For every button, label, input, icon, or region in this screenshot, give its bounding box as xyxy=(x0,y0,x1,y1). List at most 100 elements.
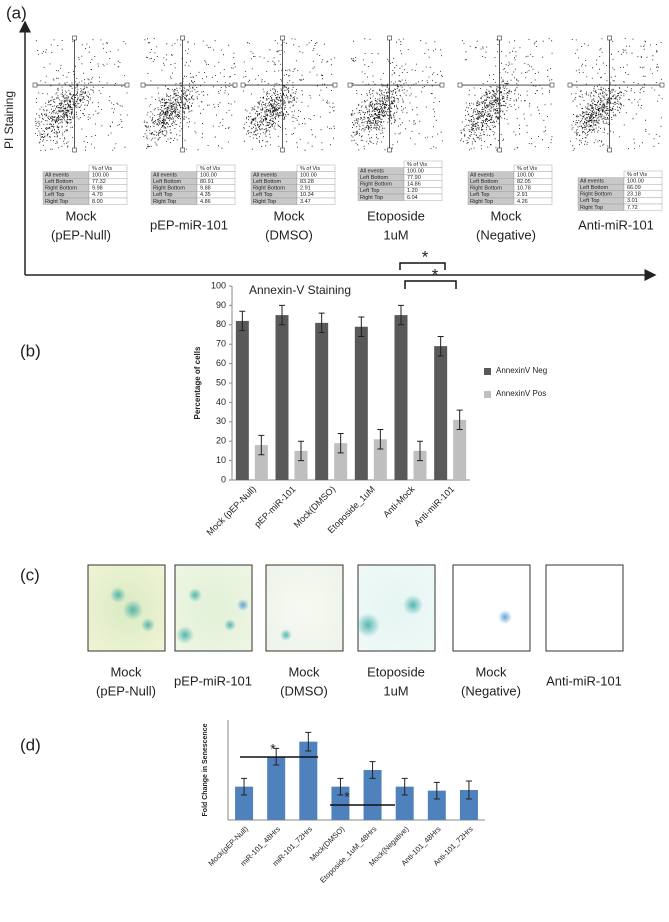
table-row-label: Right Bottom xyxy=(470,186,502,192)
significance-bracket xyxy=(399,262,446,270)
stain-spot xyxy=(141,618,155,632)
scatter-dots xyxy=(243,38,336,151)
table-value: 100.00 xyxy=(627,178,644,184)
stain-spot xyxy=(403,595,423,615)
bar xyxy=(235,786,254,820)
quadrant-handle xyxy=(659,82,665,88)
table-row-label: Left Top xyxy=(153,192,172,198)
quadrant-handle xyxy=(387,35,392,41)
table-header: % of Vis xyxy=(517,166,537,172)
table-row-label: Right Bottom xyxy=(580,192,612,198)
sample-label: (pEP-Null) xyxy=(51,227,111,242)
table-header: % of Vis xyxy=(92,166,112,172)
bar xyxy=(299,741,318,820)
scatter-dots xyxy=(460,38,553,151)
bar xyxy=(394,315,408,480)
scatter-dots xyxy=(350,38,443,151)
table-value-cell xyxy=(623,203,663,211)
table-row-label: All events xyxy=(470,172,494,178)
table-row-label: Left Top xyxy=(360,188,379,194)
table-row-label: Left Top xyxy=(470,192,489,198)
table-value: 2.91 xyxy=(517,192,528,198)
x-tick-label: Mock (pEP-Null) xyxy=(205,484,258,537)
stain-spot xyxy=(224,619,236,631)
table-row-label: Right Top xyxy=(580,205,603,211)
quadrant-handle xyxy=(180,147,185,153)
error-bar xyxy=(377,429,384,450)
error-bar xyxy=(398,304,404,326)
scatter-dots xyxy=(143,38,236,151)
error-bar xyxy=(401,777,408,796)
table-value: 82.05 xyxy=(517,179,531,185)
table-value: 4.35 xyxy=(200,192,211,198)
error-bar xyxy=(337,432,344,454)
y-tick-label: 10 xyxy=(216,455,226,465)
table-row-label: Right Top xyxy=(253,199,276,205)
y-tick-label: 100 xyxy=(211,280,226,290)
table-value: 66.09 xyxy=(627,185,641,191)
panel-label: (c) xyxy=(20,565,40,584)
table-header: % of Vis xyxy=(300,166,320,172)
y-axis-label: PI Staining xyxy=(2,91,16,149)
bar xyxy=(354,326,368,480)
quadrant-handle xyxy=(124,82,130,88)
error-bar xyxy=(298,440,304,462)
image-label: 1uM xyxy=(383,683,408,698)
table-row-label: Left Top xyxy=(45,192,64,198)
bar xyxy=(334,443,348,480)
bar xyxy=(459,790,478,820)
sample-label: Anti-miR-101 xyxy=(578,217,654,232)
image-label: Mock xyxy=(475,664,507,679)
image-label: Etoposide xyxy=(367,664,425,679)
quadrant-handle xyxy=(567,82,573,88)
table-value: 80.91 xyxy=(200,179,214,185)
legend-label: AnnexinV Neg xyxy=(496,366,547,375)
legend-swatch xyxy=(484,368,491,375)
stain-spot xyxy=(237,599,249,611)
quadrant-handle xyxy=(607,35,612,41)
significance-mark: * xyxy=(432,265,439,284)
stain-spot xyxy=(188,588,202,602)
quadrant-handle xyxy=(140,82,146,88)
table-value: 100.00 xyxy=(300,172,317,178)
quadrant-handle xyxy=(332,82,338,88)
bar xyxy=(331,786,350,820)
error-bar xyxy=(465,780,472,800)
y-tick-label: 80 xyxy=(216,319,226,329)
quadrant-handle xyxy=(457,82,463,88)
y-tick-label: 70 xyxy=(216,339,226,349)
table-value: 9.98 xyxy=(92,186,103,192)
table-value: 100.00 xyxy=(517,172,534,178)
stain-spot xyxy=(498,610,512,624)
table-value: 10.78 xyxy=(517,186,531,192)
quadrant-handle xyxy=(387,147,392,153)
error-bar xyxy=(318,312,325,334)
bar xyxy=(413,450,427,480)
sample-label: Etoposide xyxy=(367,208,425,223)
table-row-label: Right Top xyxy=(153,199,176,205)
bar xyxy=(427,790,446,820)
error-bar xyxy=(305,731,312,752)
table-value: 14.86 xyxy=(407,182,421,188)
error-bar xyxy=(258,434,265,456)
table-row-label: Right Bottom xyxy=(45,186,77,192)
bar xyxy=(315,322,329,480)
table-value: 9.88 xyxy=(200,186,211,192)
error-bar xyxy=(358,316,365,337)
table-value: 77.90 xyxy=(407,175,421,181)
error-bar xyxy=(239,310,246,332)
table-value: 3.01 xyxy=(627,198,638,204)
table-value: 77.32 xyxy=(92,179,106,185)
bar xyxy=(363,770,382,820)
error-bar xyxy=(456,409,463,431)
x-tick-label: Etoposide_1uM_48Hrs xyxy=(318,824,378,884)
image-label: (Negative) xyxy=(461,683,521,698)
table-value: 1.20 xyxy=(407,188,418,194)
y-tick-label: 30 xyxy=(216,416,226,426)
table-value: 4.70 xyxy=(92,192,103,198)
table-row-label: Left Bottom xyxy=(470,179,499,185)
table-row-label: All events xyxy=(253,172,277,178)
table-value: 4.26 xyxy=(517,199,528,205)
quadrant-handle xyxy=(280,147,285,153)
